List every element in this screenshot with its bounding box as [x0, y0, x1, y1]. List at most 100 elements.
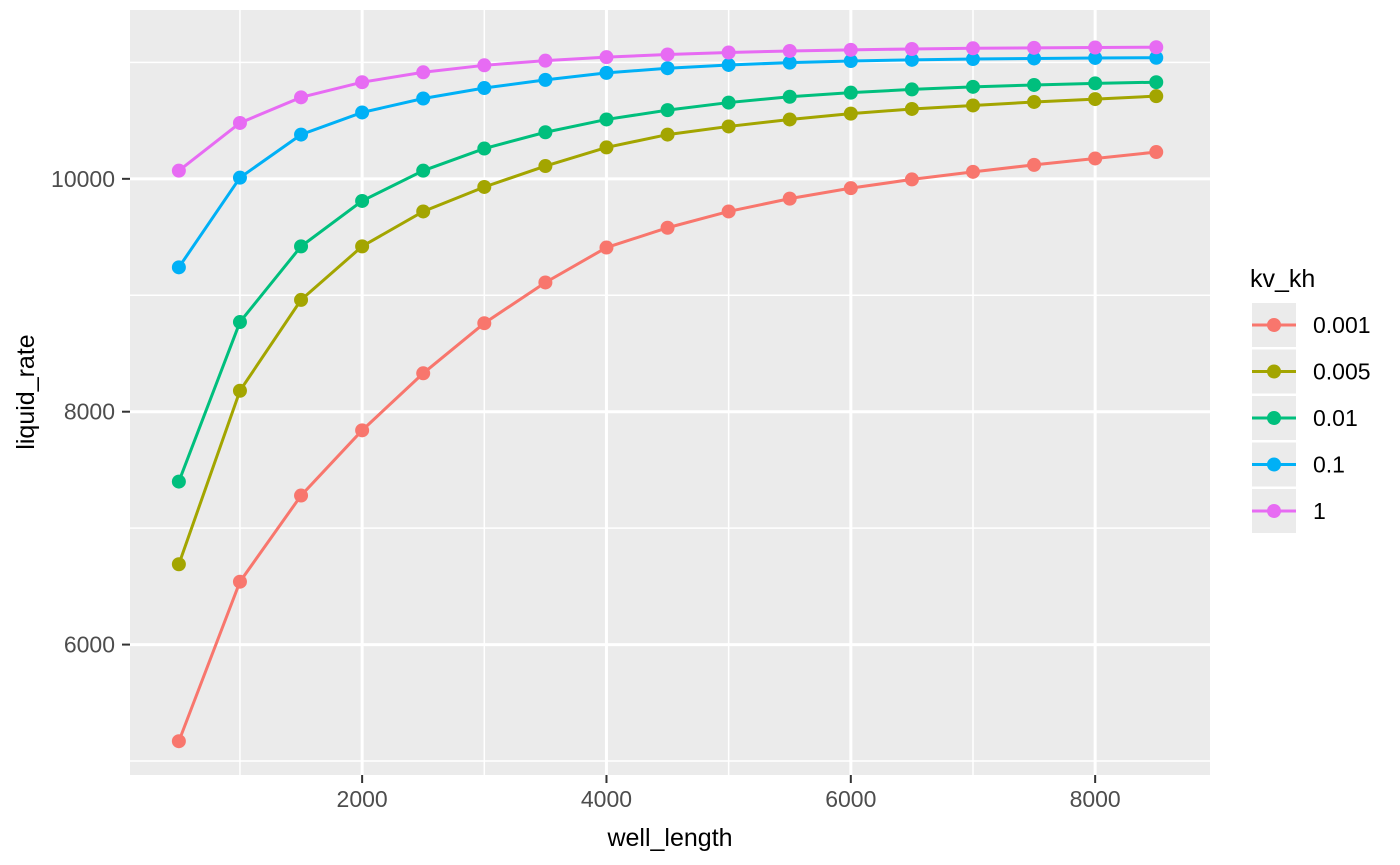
data-point-0.01: [904, 82, 919, 97]
data-point-0.01: [660, 103, 675, 118]
data-point-0.005: [599, 140, 614, 155]
data-point-0.005: [477, 179, 492, 194]
legend-title: kv_kh: [1250, 265, 1315, 293]
data-point-0.01: [721, 95, 736, 110]
legend-entry-label: 0.01: [1313, 405, 1358, 431]
data-point-0.001: [721, 204, 736, 219]
data-point-0.001: [599, 240, 614, 255]
x-tick-label: 2000: [337, 786, 388, 812]
data-point-0.1: [660, 61, 675, 76]
data-point-1: [171, 163, 186, 178]
legend: 0.001 0.005 0.01 0.1 1: [1252, 303, 1371, 533]
data-point-0.1: [294, 127, 309, 142]
data-point-0.001: [1088, 151, 1103, 166]
data-point-1: [232, 115, 247, 130]
x-tick-label: 6000: [825, 786, 876, 812]
data-point-0.1: [843, 54, 858, 68]
data-point-0.005: [965, 98, 980, 113]
data-point-0.1: [599, 65, 614, 80]
data-point-0.001: [1027, 157, 1042, 172]
data-point-0.1: [416, 91, 431, 106]
data-point-0.001: [232, 574, 247, 589]
legend-key-point-0.005: [1267, 364, 1281, 379]
data-point-1: [1027, 40, 1042, 55]
data-point-0.005: [416, 204, 431, 219]
data-point-1: [721, 45, 736, 60]
data-point-0.1: [1088, 50, 1103, 65]
data-point-1: [1088, 40, 1103, 55]
data-point-0.01: [1088, 76, 1103, 91]
data-point-0.005: [843, 106, 858, 121]
legend-entry-label: 1: [1313, 498, 1326, 524]
data-point-0.001: [965, 164, 980, 179]
legend-key-point-0.01: [1267, 411, 1281, 425]
data-point-0.1: [232, 170, 247, 185]
data-point-1: [965, 41, 980, 56]
data-point-0.005: [660, 127, 675, 142]
legend-key-point-0.1: [1267, 457, 1281, 472]
data-point-1: [660, 47, 675, 62]
data-point-1: [1149, 40, 1164, 55]
axes-layer: 2000 4000 6000 8000 6000 8000 10000: [51, 166, 1121, 812]
x-tick-label: 8000: [1070, 786, 1121, 812]
data-point-0.1: [538, 72, 553, 87]
data-point-0.001: [843, 181, 858, 196]
data-point-0.1: [477, 81, 492, 96]
y-tick-label: 6000: [64, 632, 115, 658]
data-point-0.001: [1149, 145, 1164, 160]
series-layer: [171, 40, 1164, 749]
legend-entry-label: 0.1: [1313, 452, 1345, 478]
data-point-0.005: [721, 119, 736, 134]
data-point-0.005: [782, 112, 797, 127]
data-point-0.001: [416, 366, 431, 381]
legend-key-point-0.001: [1267, 318, 1281, 332]
data-point-0.01: [355, 193, 370, 208]
data-point-0.01: [294, 239, 309, 254]
data-point-0.1: [721, 57, 736, 72]
data-point-0.005: [232, 383, 247, 398]
legend-entry-label: 0.001: [1313, 312, 1371, 338]
data-point-0.01: [965, 79, 980, 94]
data-point-1: [294, 90, 309, 105]
data-point-0.001: [538, 275, 553, 290]
data-point-1: [538, 53, 553, 68]
data-point-0.005: [1027, 94, 1042, 109]
data-point-0.005: [904, 101, 919, 116]
data-point-0.01: [232, 315, 247, 330]
legend-key-point-1: [1267, 504, 1281, 518]
panel-background: [130, 10, 1210, 775]
y-axis-title: liquid_rate: [12, 334, 40, 449]
data-point-0.1: [355, 105, 370, 120]
data-point-0.1: [904, 52, 919, 67]
data-point-0.1: [782, 55, 797, 70]
data-point-0.01: [843, 85, 858, 100]
data-point-0.01: [599, 112, 614, 127]
data-point-0.01: [416, 163, 431, 178]
data-point-0.001: [904, 172, 919, 187]
data-point-0.01: [1027, 77, 1042, 92]
data-point-1: [782, 43, 797, 58]
data-point-0.01: [782, 89, 797, 104]
x-tick-label: 4000: [581, 786, 632, 812]
data-point-0.01: [477, 141, 492, 156]
data-point-0.005: [1088, 92, 1103, 107]
data-point-0.001: [477, 316, 492, 331]
data-point-0.1: [965, 52, 980, 67]
data-point-0.01: [171, 474, 186, 489]
data-point-1: [355, 75, 370, 90]
data-point-1: [599, 50, 614, 65]
data-point-0.1: [1149, 50, 1164, 65]
legend-entry-label: 0.005: [1313, 359, 1371, 385]
data-point-1: [904, 42, 919, 57]
data-point-0.005: [294, 292, 309, 307]
y-tick-label: 8000: [64, 399, 115, 425]
x-axis-title: well_length: [606, 824, 732, 852]
data-point-0.005: [355, 239, 370, 254]
data-point-0.01: [538, 125, 553, 140]
data-point-1: [843, 42, 858, 57]
data-point-0.005: [171, 557, 186, 572]
data-point-0.001: [660, 220, 675, 235]
data-point-0.01: [1149, 75, 1164, 90]
